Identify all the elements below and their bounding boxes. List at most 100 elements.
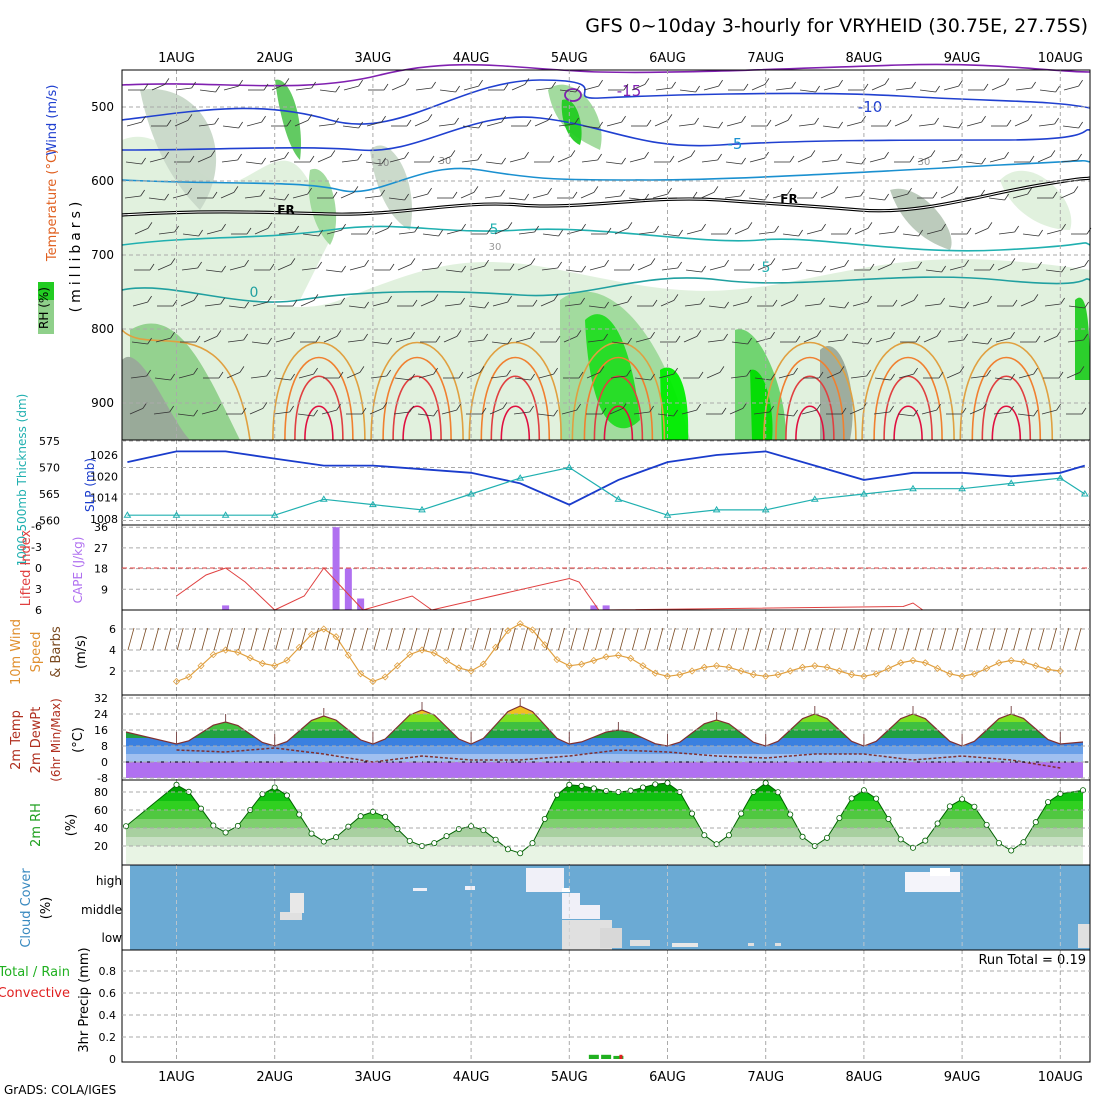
rh-marker [799, 833, 806, 840]
wind-speed-marker [381, 673, 389, 681]
wind-barb-flag [1033, 367, 1038, 375]
wind-barb-flag [1012, 299, 1018, 307]
wind10-barb [201, 627, 209, 651]
temp-ylabels: 2m Temp 2m DewPt (6hr Min/Max) (°C) [9, 698, 86, 782]
wind-barb-flag [290, 331, 295, 339]
wind10-barb [865, 627, 873, 651]
wind-barb-flag [907, 114, 913, 121]
wind-barb-staff [126, 121, 142, 127]
wind-barb-staff [417, 413, 434, 417]
wind-tick-label: 6 [109, 623, 116, 636]
wind-barb-flag [654, 225, 659, 233]
wind-barb-flag [193, 367, 198, 375]
rh-marker [554, 791, 561, 798]
wind-barb-staff [701, 159, 718, 163]
wind-speed-marker [627, 654, 635, 662]
rh-band [126, 837, 1083, 846]
wind10-barb [521, 627, 528, 651]
temp-contour-plume [775, 356, 845, 441]
wind10-barb [127, 627, 135, 651]
wind-barb-staff [580, 191, 595, 199]
rh-tick-label: 40 [94, 822, 108, 835]
wind-barb-staff [1037, 155, 1052, 163]
wind-barb-staff [388, 197, 405, 201]
wind10-barb [176, 627, 184, 651]
temp-contour-line [121, 79, 1091, 125]
wind-barb-flag [770, 331, 775, 339]
wind-barb-staff [540, 299, 555, 307]
wind-barb-flag [358, 121, 363, 129]
wind-barb-flag [841, 407, 847, 415]
wind-barbs [124, 78, 1092, 417]
rh-marker [1032, 819, 1039, 826]
thickness-marker [270, 511, 279, 518]
wind-barb-flag [987, 337, 992, 345]
wind10-barb [681, 627, 688, 651]
wind-barb-staff [317, 155, 332, 163]
temp-contour-plume [861, 341, 955, 441]
wind-barb-staff [868, 197, 885, 201]
precip-tick-label: 0.8 [99, 965, 117, 978]
wind10-barb [373, 627, 381, 651]
wind-barb-flag [816, 403, 821, 411]
wind10-barb [312, 627, 319, 651]
wind-barb-staff [177, 413, 194, 417]
wind-barb-staff [729, 407, 744, 415]
wind-barb-staff [994, 377, 1011, 381]
wind-barb-flag [455, 85, 460, 93]
rh-marker [406, 837, 413, 844]
wind-barb-flag [452, 191, 458, 199]
wind-barb-flag [427, 114, 433, 121]
wind-barb-flag [867, 295, 872, 303]
wind-barb-flag [696, 330, 702, 337]
wind-barb-flag [456, 403, 461, 411]
cloud-cell [562, 888, 570, 892]
thickness-marker [221, 511, 230, 518]
wind-barb-flag [1061, 223, 1066, 231]
wind-barb-flag [404, 78, 410, 85]
wind-barb-flag [1084, 259, 1089, 267]
thickness-tick-label: 560 [39, 515, 60, 528]
wind-barb-flag [313, 294, 319, 301]
wind-barb-flag [334, 117, 339, 125]
date-label-top: 4AUG [453, 51, 490, 66]
rh-marker [259, 791, 266, 798]
wind-barb-flag [410, 331, 415, 339]
wind-barb-staff [897, 413, 914, 417]
slp-tick-label: 1008 [90, 513, 118, 526]
thickness-marker [369, 500, 377, 508]
wind-speed-marker [565, 662, 573, 670]
wind-barb-staff [157, 263, 172, 271]
wind-barb-flag [575, 85, 580, 93]
wind-barb-staff [775, 87, 792, 91]
wind-barb-staff [854, 227, 869, 235]
wind-barb-flag [795, 335, 801, 343]
thickness-marker [958, 484, 966, 492]
wind-barb-flag [141, 115, 146, 123]
rh-marker [639, 784, 646, 791]
wind-barb-flag [889, 405, 894, 413]
rh-marker [762, 780, 769, 787]
cloud-cell [1078, 924, 1090, 948]
wind-barb-staff [486, 121, 502, 127]
date-axis-bottom: 1AUG 2AUG 3AUG 4AUG 5AUG 6AUG 7AUG 8AUG 9AUG 10AU… [158, 1070, 1083, 1085]
cloud-cell [672, 943, 698, 947]
wind-barb-flag [507, 222, 513, 229]
wind-barb-staff [822, 125, 839, 129]
wind-barb-staff [1063, 85, 1079, 91]
wind-barb-flag [187, 187, 192, 195]
wind-barb-staff [1012, 193, 1028, 199]
wind-barb-flag [479, 366, 485, 373]
wind-barb-staff [1068, 305, 1085, 309]
wind-barb-flag [529, 405, 534, 413]
wind-barb-flag [473, 186, 479, 193]
wind-barb-staff [149, 157, 165, 163]
wind-barb-flag [837, 153, 842, 161]
wind-barb-flag [627, 337, 632, 345]
wind-tick-label: 2 [109, 665, 116, 678]
cape-bar [332, 527, 340, 610]
wind-barb-staff [702, 125, 719, 129]
wind-speed-marker [798, 663, 807, 671]
wind-speed-marker [725, 663, 733, 671]
